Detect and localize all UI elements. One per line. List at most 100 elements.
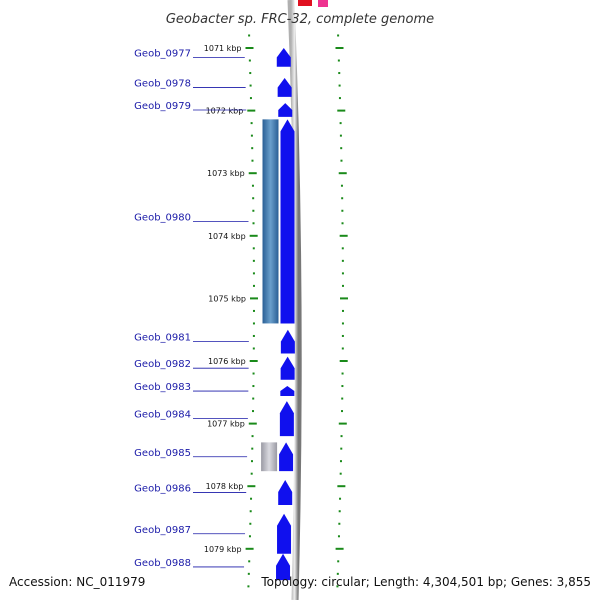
- inner-minor-tick: [341, 247, 344, 250]
- inner-major-tick: [338, 422, 347, 425]
- inner-minor-tick: [339, 460, 342, 463]
- minor-tick: [247, 585, 250, 588]
- inner-minor-tick: [341, 322, 344, 325]
- gene-label-geob_0979: Geob_0979: [134, 101, 191, 112]
- minor-tick: [252, 247, 255, 250]
- inner-minor-tick: [341, 272, 344, 275]
- major-tick: [247, 109, 256, 112]
- major-tick: [245, 47, 254, 49]
- inner-minor-tick: [338, 72, 341, 75]
- gene-label-geob_0984: Geob_0984: [134, 410, 191, 421]
- minor-tick: [247, 572, 250, 575]
- minor-tick: [252, 385, 255, 388]
- gene-arrow-geob_0983[interactable]: [280, 386, 295, 397]
- inner-major-tick: [337, 485, 346, 488]
- major-tick: [248, 172, 257, 175]
- kbp-tick-label: 1071 kbp: [204, 44, 242, 53]
- gene-label-geob_0978: Geob_0978: [134, 78, 191, 89]
- gene-label-geob_0988: Geob_0988: [134, 558, 191, 569]
- highlight-bar-geob_0985: [261, 442, 278, 472]
- minor-tick: [248, 535, 251, 538]
- minor-tick: [251, 147, 254, 150]
- inner-minor-tick: [336, 572, 339, 575]
- inner-minor-tick: [341, 259, 344, 262]
- label-layer: 1071 kbp 1072 kbp 1073 kbp 1074 kbp 1075 kbp…: [134, 44, 249, 569]
- gene-arrow-geob_0979[interactable]: [278, 103, 293, 117]
- minor-tick: [248, 59, 251, 62]
- minor-tick: [252, 222, 255, 225]
- minor-tick: [252, 309, 255, 312]
- top-feature-pink: [318, 0, 328, 7]
- minor-tick: [252, 209, 255, 212]
- minor-tick: [249, 72, 252, 75]
- inner-minor-tick: [341, 410, 344, 413]
- minor-tick: [251, 184, 254, 187]
- inner-minor-tick: [341, 209, 344, 212]
- inner-minor-tick: [341, 397, 344, 400]
- accession-text: Accession: NC_011979: [9, 575, 145, 589]
- inner-major-tick: [339, 297, 348, 300]
- inner-minor-tick: [341, 334, 344, 337]
- inner-minor-tick: [339, 497, 342, 500]
- inner-minor-tick: [341, 222, 344, 225]
- gene-arrow-geob_0978[interactable]: [277, 78, 292, 97]
- minor-tick: [252, 334, 255, 337]
- gene-label-geob_0987: Geob_0987: [134, 525, 191, 536]
- minor-tick: [252, 410, 255, 413]
- inner-minor-tick: [340, 435, 343, 438]
- inner-minor-tick: [339, 134, 342, 137]
- gene-label-geob_0977: Geob_0977: [134, 48, 191, 59]
- gene-arrow-geob_0985[interactable]: [279, 442, 294, 472]
- inner-minor-tick: [337, 560, 340, 563]
- gene-label-geob_0980: Geob_0980: [134, 212, 191, 223]
- minor-tick: [252, 197, 255, 200]
- major-tick: [249, 234, 258, 237]
- minor-tick: [252, 284, 255, 287]
- gene-layer: [276, 48, 295, 581]
- inner-major-tick: [339, 234, 348, 237]
- minor-tick: [251, 159, 254, 162]
- minor-tick: [250, 122, 253, 125]
- gene-label-geob_0982: Geob_0982: [134, 359, 191, 370]
- gene-arrow-geob_0986[interactable]: [278, 479, 293, 505]
- inner-minor-tick: [338, 84, 341, 87]
- inner-minor-tick: [340, 147, 343, 150]
- gene-arrow-geob_0982[interactable]: [280, 356, 295, 380]
- inner-minor-tick: [341, 385, 344, 388]
- inner-minor-tick: [341, 309, 344, 312]
- inner-minor-tick: [336, 585, 339, 588]
- minor-tick: [250, 497, 253, 500]
- major-tick: [249, 360, 258, 362]
- gene-arrow-geob_0980[interactable]: [280, 119, 295, 324]
- topology-text: Topology: circular; Length: 4,304,501 bp…: [260, 575, 591, 589]
- kbp-tick-label: 1075 kbp: [208, 294, 246, 303]
- kbp-tick-label: 1078 kbp: [206, 482, 244, 491]
- inner-ticks: [335, 34, 348, 588]
- minor-tick: [250, 472, 253, 475]
- kbp-tick-label: 1079 kbp: [204, 545, 242, 554]
- major-tick: [247, 485, 256, 488]
- gene-arrow-geob_0988[interactable]: [276, 553, 291, 581]
- inner-minor-tick: [337, 59, 340, 62]
- kbp-tick-label: 1073 kbp: [207, 169, 245, 178]
- gene-arrow-geob_0981[interactable]: [280, 329, 295, 354]
- kbp-tick-label: 1076 kbp: [208, 357, 246, 366]
- inner-minor-tick: [341, 372, 344, 375]
- minor-tick: [249, 84, 252, 87]
- minor-tick: [249, 510, 252, 513]
- gene-label-geob_0981: Geob_0981: [134, 333, 191, 344]
- major-tick: [248, 422, 257, 425]
- gene-arrow-geob_0984[interactable]: [279, 401, 294, 437]
- minor-tick: [248, 560, 251, 563]
- minor-tick: [248, 34, 251, 37]
- minor-tick: [252, 347, 255, 350]
- inner-major-tick: [335, 47, 344, 49]
- inner-major-tick: [338, 172, 347, 175]
- minor-tick: [250, 134, 253, 137]
- inner-minor-tick: [337, 34, 340, 37]
- minor-tick: [249, 522, 252, 525]
- minor-tick: [251, 447, 254, 450]
- gene-arrow-geob_0987[interactable]: [277, 513, 292, 554]
- inner-major-tick: [339, 360, 348, 362]
- gene-arrow-geob_0977[interactable]: [276, 48, 291, 67]
